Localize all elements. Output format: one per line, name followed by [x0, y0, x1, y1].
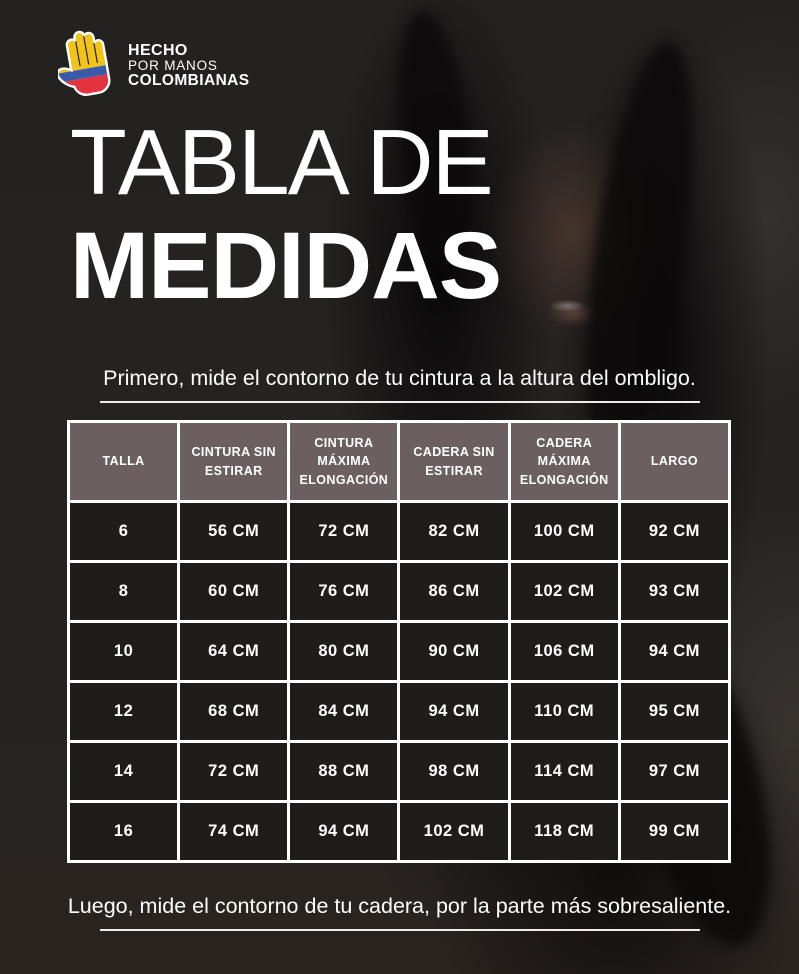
cell-value: 98 CM: [397, 740, 511, 803]
table-row-size-10: 10 64 CM 80 CM 90 CM 106 CM 94 CM: [66, 620, 732, 683]
cell-value: 118 CM: [507, 800, 621, 863]
cell-value: 99 CM: [617, 800, 732, 863]
table-row-size-14: 14 72 CM 88 CM 98 CM 114 CM 97 CM: [66, 740, 732, 803]
table-row-size-12: 12 68 CM 84 CM 94 CM 110 CM 95 CM: [66, 680, 732, 743]
cell-size: 10: [66, 620, 181, 683]
table-header-row: TALLA CINTURA SIN ESTIRAR CINTURA MÁXIMA…: [66, 420, 732, 503]
title-line-1: TABLA DE: [70, 110, 494, 214]
table-row-size-6: 6 56 CM 72 CM 82 CM 100 CM 92 CM: [66, 500, 732, 563]
col-header-talla: TALLA: [66, 420, 181, 503]
brand-logo: HECHO POR MANOS COLOMBIANAS: [58, 28, 250, 104]
logo-line-por-manos: POR MANOS: [128, 58, 218, 74]
instruction-hip: Luego, mide el contorno de tu cadera, po…: [67, 894, 732, 918]
cell-value: 88 CM: [287, 740, 401, 803]
cell-value: 72 CM: [177, 740, 291, 803]
colombian-hand-icon: [58, 30, 111, 96]
cell-size: 12: [66, 680, 181, 743]
cell-value: 106 CM: [507, 620, 621, 683]
cell-size: 16: [66, 800, 181, 863]
divider-line-top: [100, 401, 700, 403]
col-header-cadera-sin-estirar: CADERA SIN ESTIRAR: [397, 420, 511, 503]
cell-value: 94 CM: [397, 680, 511, 743]
cell-value: 56 CM: [177, 500, 291, 563]
cell-value: 60 CM: [177, 560, 291, 623]
cell-value: 94 CM: [617, 620, 732, 683]
divider-line-bottom: [100, 929, 700, 931]
cell-value: 97 CM: [617, 740, 732, 803]
col-header-cadera-maxima-elongacion: CADERA MÁXIMA ELONGACIÓN: [507, 420, 621, 503]
col-header-cintura-maxima-elongacion: CINTURA MÁXIMA ELONGACIÓN: [287, 420, 401, 503]
cell-size: 8: [66, 560, 181, 623]
cell-value: 110 CM: [507, 680, 621, 743]
hair-shape: [566, 35, 714, 465]
logo-wordmark: HECHO POR MANOS COLOMBIANAS: [128, 42, 250, 90]
instruction-waist: Primero, mide el contorno de tu cintura …: [103, 366, 696, 390]
cell-value: 80 CM: [287, 620, 401, 683]
cell-value: 68 CM: [177, 680, 291, 743]
cell-value: 94 CM: [287, 800, 401, 863]
logo-line-hecho: HECHO: [128, 42, 188, 60]
cell-value: 92 CM: [617, 500, 732, 563]
cell-value: 102 CM: [397, 800, 511, 863]
cell-size: 14: [66, 740, 181, 803]
col-header-largo: LARGO: [617, 420, 732, 503]
table-row-size-16: 16 74 CM 94 CM 102 CM 118 CM 99 CM: [66, 800, 732, 863]
cell-value: 100 CM: [507, 500, 621, 563]
cell-value: 102 CM: [507, 560, 621, 623]
cell-value: 90 CM: [397, 620, 511, 683]
cell-value: 82 CM: [397, 500, 511, 563]
col-header-cintura-sin-estirar: CINTURA SIN ESTIRAR: [177, 420, 291, 503]
cell-value: 84 CM: [287, 680, 401, 743]
cell-value: 114 CM: [507, 740, 621, 803]
cell-value: 95 CM: [617, 680, 732, 743]
cell-value: 93 CM: [617, 560, 732, 623]
table-header: TALLA CINTURA SIN ESTIRAR CINTURA MÁXIMA…: [66, 420, 732, 503]
table-row-size-8: 8 60 CM 76 CM 86 CM 102 CM 93 CM: [66, 560, 732, 623]
size-chart-table: TALLA CINTURA SIN ESTIRAR CINTURA MÁXIMA…: [66, 420, 732, 863]
cell-value: 76 CM: [287, 560, 401, 623]
cell-size: 6: [66, 500, 181, 563]
title-line-2: MEDIDAS: [70, 213, 502, 319]
cell-value: 64 CM: [177, 620, 291, 683]
cell-value: 86 CM: [397, 560, 511, 623]
logo-line-colombianas: COLOMBIANAS: [128, 72, 250, 90]
table-body: 6 56 CM 72 CM 82 CM 100 CM 92 CM 8 60 CM…: [66, 500, 732, 863]
cell-value: 74 CM: [177, 800, 291, 863]
cell-value: 72 CM: [287, 500, 401, 563]
